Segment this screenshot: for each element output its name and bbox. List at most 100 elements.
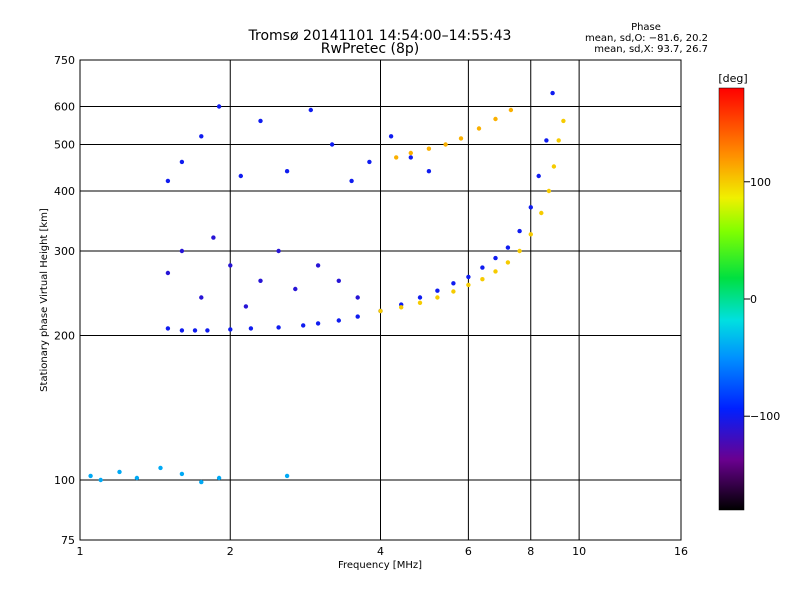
data-point (293, 286, 298, 292)
x-tick-label: 1 (77, 545, 84, 558)
data-point (493, 116, 498, 122)
data-points (88, 90, 566, 485)
data-point (211, 235, 216, 240)
chart-subtitle: RwPretec (8p) (321, 41, 419, 57)
x-axis-label: Frequency [MHz] (338, 560, 422, 571)
y-tick-label: 200 (54, 330, 75, 343)
y-tick-label: 300 (54, 245, 75, 258)
data-point (466, 282, 471, 288)
phase-info-title: Phase (631, 22, 661, 33)
data-point (451, 281, 456, 286)
data-point (258, 278, 263, 283)
y-tick-labels: 75 100 200 300 400 500 600 750 (54, 54, 75, 547)
data-point (528, 205, 533, 210)
data-point (192, 328, 198, 333)
x-tick-label: 8 (527, 545, 534, 558)
data-point (179, 471, 185, 477)
data-point (117, 469, 122, 475)
data-point (408, 150, 413, 156)
grid (80, 60, 681, 540)
data-point (443, 142, 448, 147)
data-point (276, 325, 281, 330)
x-tick-labels: 1 2 4 6 8 10 16 (77, 545, 689, 558)
y-tick-label: 400 (54, 185, 75, 198)
data-point (388, 134, 394, 139)
data-point (367, 159, 372, 165)
data-point (228, 327, 233, 332)
data-point (417, 295, 423, 300)
chart-title: Tromsø 20141101 14:54:00–14:55:43 (248, 28, 512, 44)
series-low-echoes (88, 465, 290, 485)
y-axis-label: Stationary phase Virtual Height [km] (39, 208, 50, 392)
phase-info-x: mean, sd,X: 93.7, 26.7 (594, 44, 708, 55)
data-point (435, 295, 440, 300)
y-tick-label: 750 (54, 54, 75, 67)
data-point (336, 278, 341, 283)
data-point (561, 118, 566, 124)
data-point (165, 178, 171, 184)
y-tick-label: 500 (54, 139, 75, 152)
data-point (199, 295, 204, 300)
data-point (408, 155, 413, 160)
series-spread-f-o (165, 235, 360, 309)
data-point (336, 318, 341, 323)
data-point (355, 295, 360, 300)
data-point (199, 479, 204, 485)
data-point (98, 477, 103, 483)
phase-info-o: mean, sd,O: −81.6, 20.2 (585, 33, 708, 44)
data-point (480, 277, 485, 282)
data-point (378, 308, 383, 314)
data-point (426, 169, 432, 174)
data-point (179, 248, 185, 254)
data-point (435, 288, 440, 293)
y-tick-label: 100 (54, 474, 75, 487)
data-point (158, 465, 163, 471)
data-point (493, 269, 498, 274)
data-point (284, 473, 290, 479)
data-point (544, 138, 549, 143)
colorbar-tick-label: −100 (750, 410, 780, 423)
data-point (508, 107, 514, 113)
x-tick-label: 4 (377, 545, 384, 558)
data-point (216, 475, 222, 481)
data-point (179, 328, 185, 333)
data-point (480, 265, 485, 270)
data-point (399, 305, 404, 310)
data-point (546, 188, 552, 194)
data-point (517, 248, 522, 254)
data-point (258, 118, 263, 124)
data-point (315, 263, 321, 268)
data-point (539, 210, 544, 216)
data-point (349, 178, 354, 184)
data-point (394, 155, 399, 160)
data-point (165, 326, 171, 331)
colorbar-tick-label: 100 (750, 176, 771, 189)
colorbar-ticks: −100 0 100 (744, 176, 780, 423)
series-lower-x (378, 118, 566, 314)
data-point (528, 232, 533, 237)
colorbar-tick-label: 0 (750, 293, 757, 306)
data-point (458, 136, 464, 141)
data-point (426, 146, 432, 151)
series-upper-o (165, 104, 432, 184)
x-tick-label: 10 (572, 545, 586, 558)
data-point (551, 164, 557, 169)
data-point (536, 173, 541, 179)
data-point (550, 90, 555, 96)
data-point (134, 475, 140, 481)
data-point (476, 126, 482, 131)
data-point (179, 159, 185, 165)
data-point (451, 289, 456, 294)
y-tick-label: 600 (54, 101, 75, 114)
colorbar-label: [deg] (718, 72, 747, 85)
x-tick-label: 6 (465, 545, 472, 558)
data-point (466, 274, 471, 280)
data-point (329, 142, 335, 147)
y-tick-label: 75 (61, 534, 75, 547)
data-point (493, 255, 498, 261)
data-point (284, 169, 290, 174)
data-point (199, 134, 204, 139)
x-tick-label: 2 (227, 545, 234, 558)
data-point (505, 245, 511, 250)
data-point (556, 138, 561, 143)
